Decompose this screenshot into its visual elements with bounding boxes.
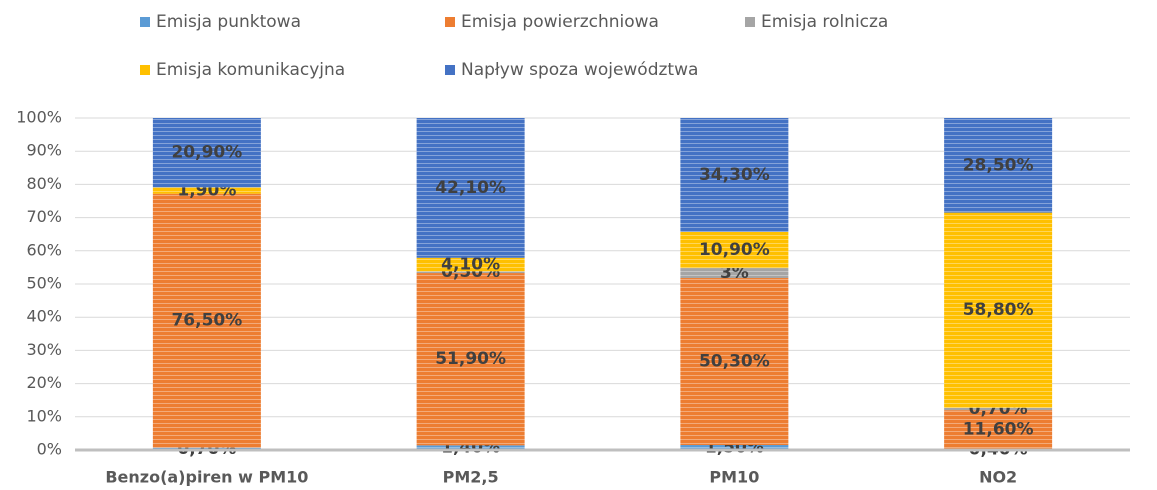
legend-swatch xyxy=(445,17,455,27)
legend-swatch xyxy=(445,65,455,75)
x-tick-label: PM2,5 xyxy=(443,468,499,487)
y-tick-label: 80% xyxy=(26,174,62,193)
y-tick-label: 60% xyxy=(26,240,62,259)
value-label: 51,90% xyxy=(435,349,506,369)
bar-segment xyxy=(944,118,1053,213)
y-tick-label: 20% xyxy=(26,373,62,392)
y-tick-label: 10% xyxy=(26,406,62,425)
x-tick-label: Benzo(a)piren w PM10 xyxy=(105,468,308,487)
value-label: 50,30% xyxy=(699,352,770,372)
y-tick-label: 50% xyxy=(26,274,62,293)
bar-segment xyxy=(680,118,789,232)
bar-segment xyxy=(416,118,525,258)
value-label: 34,30% xyxy=(699,165,770,185)
bar-segment xyxy=(416,445,525,450)
y-tick-label: 70% xyxy=(26,207,62,226)
value-label: 11,60% xyxy=(963,419,1034,439)
x-tick-label: NO2 xyxy=(979,468,1017,487)
legend-swatch xyxy=(745,17,755,27)
bar-segment xyxy=(416,271,525,274)
bar-segment xyxy=(152,118,261,188)
y-tick-label: 30% xyxy=(26,340,62,359)
legend-label: Emisja rolnicza xyxy=(761,12,888,32)
value-label: 58,80% xyxy=(963,300,1034,320)
bar-segment xyxy=(416,257,525,272)
legend-label: Emisja komunikacyjna xyxy=(156,60,345,80)
legend-swatch xyxy=(140,65,150,75)
value-label: 42,10% xyxy=(435,178,506,198)
legend-label: Napływ spoza województwa xyxy=(461,60,698,80)
legend-label: Emisja punktowa xyxy=(156,12,301,32)
legend-swatch xyxy=(140,17,150,27)
bar-segment xyxy=(680,278,789,446)
bar-segment xyxy=(944,212,1053,408)
bar-segment xyxy=(152,187,261,194)
bar-segment xyxy=(416,273,525,446)
legend-label: Emisja powierzchniowa xyxy=(461,12,659,32)
value-label: 20,90% xyxy=(171,143,242,163)
y-tick-label: 90% xyxy=(26,141,62,160)
y-tick-label: 100% xyxy=(16,108,62,127)
bar-segment xyxy=(680,231,789,269)
value-label: 76,50% xyxy=(171,311,242,331)
y-tick-label: 40% xyxy=(26,307,62,326)
value-label: 4,10% xyxy=(441,255,500,275)
y-tick-label: 0% xyxy=(37,440,62,459)
bar-segment xyxy=(680,445,789,450)
bar-segment xyxy=(152,193,261,448)
value-label: 10,90% xyxy=(699,240,770,260)
bar-segment xyxy=(680,268,789,279)
bar-segment xyxy=(944,407,1053,411)
value-label: 28,50% xyxy=(963,155,1034,175)
bar-segment xyxy=(944,410,1053,449)
x-tick-label: PM10 xyxy=(709,468,759,487)
